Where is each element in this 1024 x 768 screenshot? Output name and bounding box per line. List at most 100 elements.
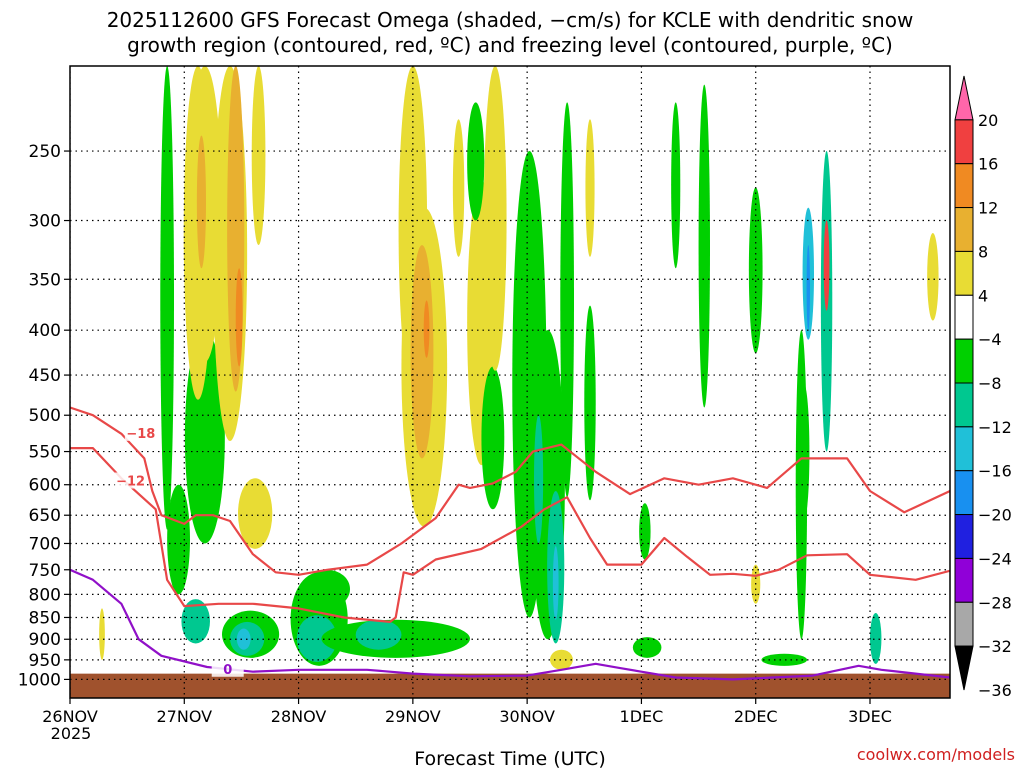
x-tick-label: 28NOV [271, 707, 327, 726]
colorbar-tick-label: 12 [978, 199, 998, 218]
y-tick-label: 950 [29, 651, 61, 671]
omega-shade-region [795, 330, 808, 640]
colorbar-tick-label: 8 [978, 242, 988, 261]
omega-shade-region [423, 300, 430, 358]
omega-shade-region [467, 102, 485, 221]
y-tick-label: 650 [29, 506, 61, 526]
freezing-contour-label-bg [211, 660, 244, 677]
omega-shade-region [238, 478, 273, 549]
x-tick-label: 27NOV [156, 707, 212, 726]
colorbar-segment [954, 163, 974, 209]
colorbar-tick-label: −12 [978, 418, 1012, 437]
omega-shade-region [560, 102, 575, 498]
colorbar-tick-label: −28 [978, 593, 1012, 612]
colorbar-segment [954, 338, 974, 384]
colorbar-segment [954, 557, 974, 603]
omega-shade-region [99, 608, 105, 660]
omega-shade-region [355, 619, 402, 650]
freezing-contour-label: 0 [223, 663, 232, 678]
y-tick-label: 600 [29, 476, 61, 496]
x-tick-sublabel: 2025 [51, 724, 92, 743]
y-tick-label: 900 [29, 630, 61, 650]
omega-shade-region [761, 653, 808, 666]
colorbar-tick-label: −4 [978, 330, 1002, 349]
omega-shade-region [167, 484, 190, 595]
omega-shade-region [296, 615, 337, 662]
omega-shade-region [671, 102, 681, 269]
dgz-contour [70, 447, 950, 623]
omega-shade-region [481, 366, 505, 510]
x-axis-label: Forecast Time (UTC) [414, 748, 605, 768]
colorbar: 20 16 12 8 4 −4 −8 −12 −16 −20 −24 −28 −32 −36 [954, 75, 1012, 700]
y-tick-label: 250 [29, 142, 61, 162]
omega-shade-region [632, 637, 662, 658]
y-tick-label: 300 [29, 212, 61, 232]
omega-shade-region [806, 245, 810, 331]
colorbar-segment [954, 470, 974, 516]
chart-title-line-1: 2025112600 GFS Forecast Omega (shaded, −… [107, 8, 914, 32]
dgz-contour-label: −18 [126, 427, 155, 442]
y-tick-label: 550 [29, 443, 61, 463]
y-tick-label: 700 [29, 534, 61, 554]
dgz-contour-label-bg [114, 472, 147, 489]
colorbar-tick-label: 4 [978, 286, 988, 305]
colorbar-segment [954, 250, 974, 296]
y-tick-label: 450 [29, 366, 61, 386]
colorbar-tick-label: −24 [978, 549, 1012, 568]
omega-shade-region [552, 546, 559, 620]
omega-shade-region [304, 569, 350, 609]
dgz-contour-label: −12 [116, 475, 145, 490]
omega-shade-region [698, 84, 710, 408]
omega-shade-region [823, 220, 830, 311]
omega-shade-region [585, 119, 595, 257]
x-tick-label: 30NOV [499, 707, 555, 726]
omega-shade-region [483, 66, 507, 371]
freezing-contour [70, 568, 950, 681]
colorbar-tick-label: 20 [978, 111, 998, 130]
colorbar-tick-label: −36 [978, 681, 1012, 700]
omega-shade-region [196, 135, 206, 269]
x-tick-label: 1DEC [620, 707, 664, 726]
omega-shade-region [410, 245, 434, 459]
grid-layer [70, 66, 950, 698]
y-tick-label: 800 [29, 585, 61, 605]
contour-layer: −18 −12 0 [70, 406, 950, 681]
colorbar-segment [954, 294, 974, 340]
credit-link[interactable]: coolwx.com/models [857, 745, 1015, 764]
colorbar-tick-label: −16 [978, 462, 1012, 481]
omega-shade-region [870, 612, 882, 664]
y-axis: 2503003504004505005506006507007508008509… [18, 142, 70, 690]
x-tick-label: 2DEC [734, 707, 778, 726]
colorbar-segment [954, 382, 974, 428]
omega-shade-region [236, 628, 251, 650]
y-tick-label: 500 [29, 406, 61, 426]
omega-shade-region [534, 415, 544, 544]
colorbar-tick-label: 16 [978, 155, 998, 174]
omega-shade-region [160, 66, 174, 530]
colorbar-segment [954, 426, 974, 472]
omega-shade-region [550, 649, 573, 670]
colorbar-tick-label: −32 [978, 637, 1012, 656]
colorbar-bottom-arrow [954, 645, 974, 691]
x-tick-label: 3DEC [848, 707, 892, 726]
y-tick-label: 750 [29, 561, 61, 581]
chart-title-line-2: growth region (contoured, red, ºC) and f… [127, 33, 893, 57]
omega-shade-region [235, 268, 243, 367]
ground-terrain [70, 673, 950, 698]
x-tick-label: 26NOV [42, 707, 98, 726]
y-tick-label: 1000 [18, 670, 61, 690]
x-tick-label: 29NOV [385, 707, 441, 726]
colorbar-segment [954, 207, 974, 252]
omega-shade-region [452, 119, 465, 257]
omega-shade-region [927, 233, 939, 321]
colorbar-segment [954, 119, 974, 165]
y-tick-label: 350 [29, 270, 61, 290]
colorbar-segment [954, 601, 974, 647]
plot-area: −18 −12 0 [70, 66, 950, 698]
colorbar-segment [954, 514, 974, 559]
dgz-contour-label-bg [124, 424, 157, 441]
y-tick-label: 850 [29, 608, 61, 628]
